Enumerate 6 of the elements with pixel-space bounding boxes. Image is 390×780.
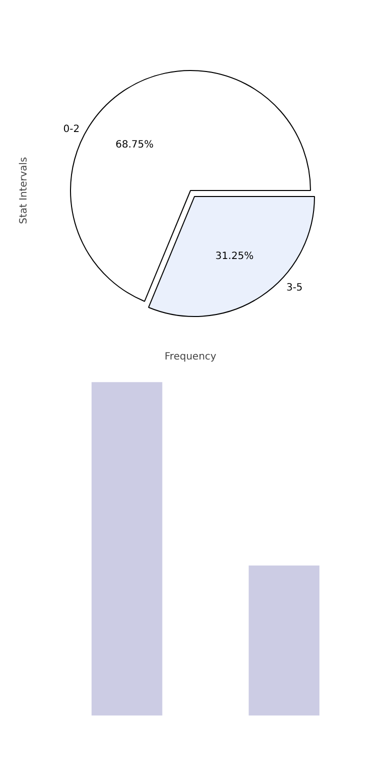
text: Frequency xyxy=(164,352,216,362)
slice-label: 3-5 xyxy=(286,282,303,294)
slice-label: 0-2 xyxy=(63,124,80,136)
data-label: 31.25% xyxy=(215,250,254,262)
text: Stat Intervals xyxy=(18,156,30,224)
data-label: 68.75% xyxy=(116,140,154,151)
